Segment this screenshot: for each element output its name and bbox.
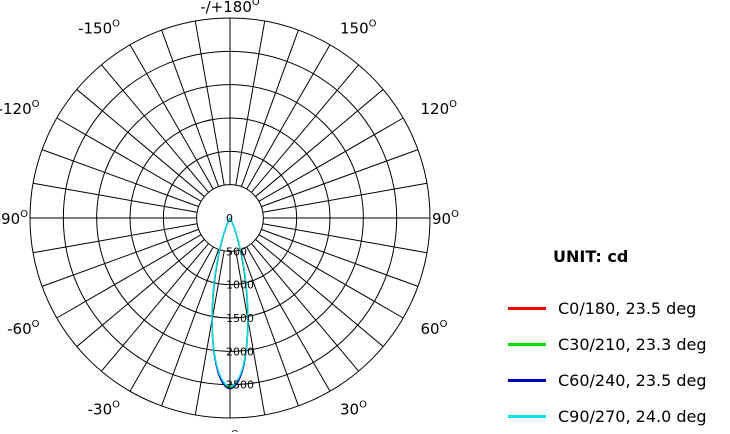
radial-tick-label: 2500 (226, 379, 254, 392)
legend-item: C90/270, 24.0 deg (508, 398, 730, 434)
angle-label: -90O (0, 209, 28, 228)
legend-swatch (508, 414, 546, 418)
unit-label: UNIT: cd (553, 247, 629, 266)
radial-tick-label: 0 (226, 212, 233, 225)
legend-item: C30/210, 23.3 deg (508, 326, 730, 362)
angle-label: 90O (432, 209, 459, 228)
angle-label: 120O (421, 99, 458, 118)
legend-label: C30/210, 23.3 deg (558, 334, 707, 354)
grid-spoke (240, 29, 299, 187)
legend: C0/180, 23.5 deg C30/210, 23.3 deg C60/240… (508, 290, 730, 434)
grid-spoke (56, 117, 202, 202)
grid-spoke (129, 44, 214, 190)
angle-label: -60O (7, 319, 40, 338)
legend-label: C90/270, 24.0 deg (558, 406, 707, 426)
legend-swatch (508, 306, 546, 310)
radial-tick-label: 1500 (226, 312, 254, 325)
angle-label: 150O (340, 19, 377, 38)
angle-label: -/+180O (200, 0, 260, 16)
grid-spoke (101, 64, 209, 193)
grid-spoke (251, 243, 359, 372)
legend-swatch (508, 378, 546, 382)
grid-spoke (261, 228, 419, 287)
legend-item: C60/240, 23.5 deg (508, 362, 730, 398)
grid-spoke (41, 149, 199, 208)
angle-labels: 0O 30O 60O 90O 120O 150O -/+180O -150O -120O -90O… (0, 0, 459, 432)
grid-spoke (194, 250, 225, 416)
grid-spoke (76, 89, 205, 197)
grid-spoke (32, 223, 198, 254)
grid-spoke (235, 250, 266, 416)
grid-spoke (262, 182, 428, 213)
grid-spoke (41, 228, 199, 287)
angle-label: 0O (221, 429, 239, 432)
grid-spoke (258, 117, 404, 202)
grid-spoke (251, 64, 359, 193)
grid-spoke (161, 29, 220, 187)
grid-spoke (255, 89, 384, 197)
intensity-curves (211, 217, 249, 390)
grid-spoke (129, 246, 214, 392)
grid-spoke (194, 20, 225, 186)
angle-label: -120O (0, 99, 40, 118)
grid-spoke (235, 20, 266, 186)
grid-spoke (240, 249, 299, 407)
grid-spoke (56, 234, 202, 319)
grid-spoke (32, 182, 198, 213)
grid-spoke (261, 149, 419, 208)
grid-spoke (246, 246, 331, 392)
legend-label: C60/240, 23.5 deg (558, 370, 707, 390)
angle-label: 60O (421, 319, 448, 338)
radial-tick-label: 500 (226, 245, 247, 258)
angle-label: -150O (78, 19, 120, 38)
legend-item: C0/180, 23.5 deg (508, 290, 730, 326)
radial-labels: 0 500 1000 1500 2000 2500 (226, 212, 254, 392)
grid-spoke (161, 249, 220, 407)
angle-label: 30O (340, 400, 367, 419)
intensity-curve (211, 217, 249, 387)
grid-spoke (101, 243, 209, 372)
grid-spoke (262, 223, 428, 254)
polar-grid (29, 17, 431, 419)
legend-label: C0/180, 23.5 deg (558, 298, 697, 318)
grid-spoke (246, 44, 331, 190)
grid-spoke (255, 239, 384, 347)
radial-tick-label: 2000 (226, 345, 254, 358)
angle-label: -30O (88, 400, 121, 419)
radial-tick-label: 1000 (226, 279, 254, 292)
grid-spoke (76, 239, 205, 347)
grid-spoke (258, 234, 404, 319)
legend-swatch (508, 342, 546, 346)
